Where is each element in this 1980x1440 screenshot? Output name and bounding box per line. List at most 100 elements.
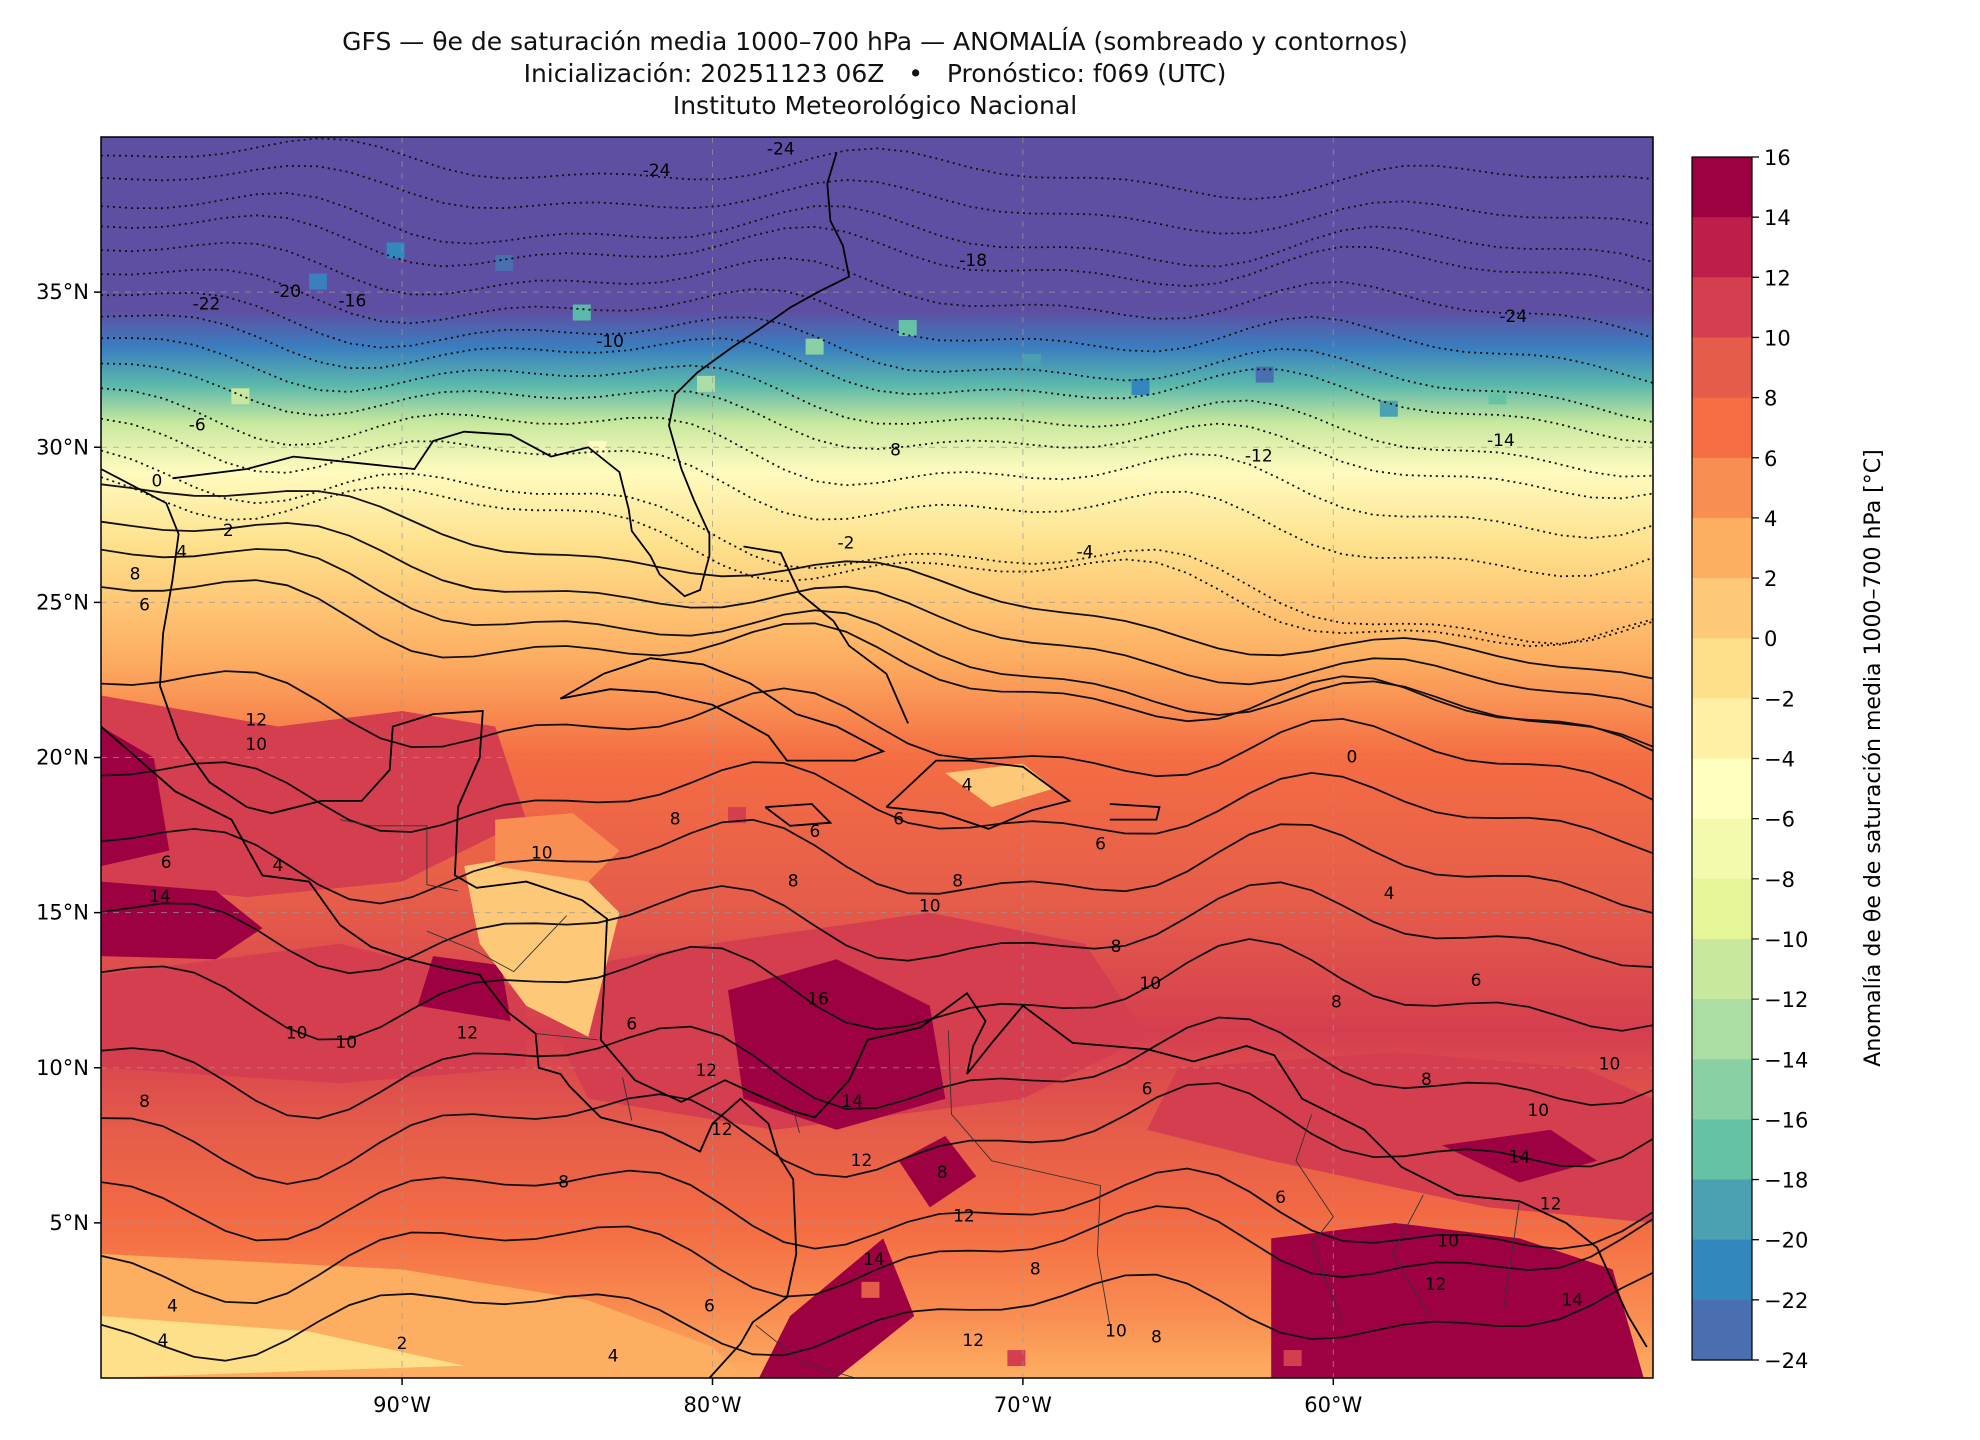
contour-label: 6 xyxy=(1095,834,1106,854)
coastline xyxy=(885,759,1072,830)
colorbar-block xyxy=(1692,578,1752,639)
shade-cell xyxy=(1022,354,1041,371)
shade-region xyxy=(1271,1222,1644,1378)
shade-region xyxy=(101,695,527,898)
colorbar-block xyxy=(1692,517,1752,579)
contour-label: 2 xyxy=(223,521,234,541)
shade-cell xyxy=(1283,1350,1302,1367)
title-line-3: Instituto Meteorológico Nacional xyxy=(672,91,1078,120)
contour-label: -22 xyxy=(193,295,221,315)
negative-contour xyxy=(101,337,1653,478)
contour-label: -24 xyxy=(1499,307,1527,327)
lon-tick-label: 70°W xyxy=(994,1393,1052,1417)
positive-contour xyxy=(101,1082,1653,1185)
negative-contour xyxy=(101,449,1653,645)
contour-label: 6 xyxy=(809,822,820,842)
contour-label: 12 xyxy=(1425,1275,1447,1295)
contour-label: 16 xyxy=(807,990,829,1010)
colorbar-tick-label: 0 xyxy=(1764,627,1777,651)
anomaly-hotspots xyxy=(231,242,1507,1367)
colorbar-tick-label: 14 xyxy=(1764,206,1791,230)
contour-label: -4 xyxy=(1077,543,1094,563)
contour-label: 8 xyxy=(1331,993,1342,1013)
contour-label: 4 xyxy=(608,1346,619,1366)
shade-cell xyxy=(1379,400,1398,417)
coastline xyxy=(559,657,886,762)
colorbar-tick-label: −12 xyxy=(1764,988,1808,1012)
colorbar: 16 14 12 10 8 6 4 2 0 −2 −4 −6 −8 −10 −12 −14 −16 −18 −20 −… xyxy=(1691,146,1886,1373)
shade-cell xyxy=(898,320,917,337)
contour-label: -6 xyxy=(189,416,206,436)
shade-cell xyxy=(572,304,591,321)
shade-region xyxy=(759,1238,915,1378)
contour-label: 0 xyxy=(1346,748,1357,768)
positive-contour xyxy=(101,1167,1653,1250)
contour-label: 4 xyxy=(962,775,973,795)
positive-contour xyxy=(101,579,1653,752)
lat-tick-label: 15°N xyxy=(36,901,89,925)
contour-label: 12 xyxy=(695,1061,717,1081)
shade-cell xyxy=(386,242,405,259)
lat-tick-label: 10°N xyxy=(36,1056,89,1080)
colorbar-tick-label: 6 xyxy=(1764,447,1777,471)
shade-cell xyxy=(495,254,514,271)
colorbar-tick-label: −18 xyxy=(1764,1169,1808,1193)
shade-region xyxy=(945,763,1054,808)
contour-label: 10 xyxy=(1527,1101,1549,1121)
negative-contour xyxy=(101,214,1653,292)
country-border xyxy=(1391,1194,1430,1317)
colorbar-tick-label: −16 xyxy=(1764,1108,1808,1132)
colorbar-ticks: 16 14 12 10 8 6 4 2 0 −2 −4 −6 −8 −10 −12 −14 −16 −18 −20 −… xyxy=(1752,146,1808,1373)
shade-region xyxy=(495,813,620,882)
contour-label: 12 xyxy=(456,1024,478,1044)
shade-region xyxy=(417,956,511,1022)
contour-label: 6 xyxy=(1142,1080,1153,1100)
contour-label: 12 xyxy=(245,710,267,730)
lat-tick-label: 25°N xyxy=(36,590,89,614)
shade-region xyxy=(101,881,263,960)
contour-label: 8 xyxy=(1030,1259,1041,1279)
coastline xyxy=(1109,803,1161,821)
colorbar-block xyxy=(1692,1239,1752,1301)
contour-label: 4 xyxy=(176,543,187,563)
lat-tick-label: 5°N xyxy=(49,1211,89,1235)
shade-cell xyxy=(728,807,747,824)
colorbar-tick-label: −22 xyxy=(1764,1289,1808,1313)
colorbar-tick-label: −8 xyxy=(1764,868,1795,892)
shade-region xyxy=(101,1316,465,1378)
colorbar-tick-label: 8 xyxy=(1764,387,1777,411)
contour-label: 12 xyxy=(962,1331,984,1351)
contour-label: 8 xyxy=(890,440,901,460)
coastline xyxy=(101,725,798,1378)
contour-label: 8 xyxy=(952,872,963,892)
contour-label: 2 xyxy=(397,1334,408,1354)
contour-label: 8 xyxy=(1421,1070,1432,1090)
positive-contour xyxy=(101,881,1653,975)
colorbar-tick-label: −14 xyxy=(1764,1048,1808,1072)
contour-label: 12 xyxy=(1540,1194,1562,1214)
colorbar-block xyxy=(1692,698,1752,760)
colorbar-block xyxy=(1692,277,1752,338)
contour-label: 6 xyxy=(626,1014,637,1034)
title-line-2: Inicialización: 20251123 06Z • Pronóstic… xyxy=(523,59,1227,88)
shade-cell xyxy=(1255,366,1274,383)
contour-label: 10 xyxy=(919,896,941,916)
shade-cell xyxy=(1131,378,1150,395)
colorbar-blocks xyxy=(1692,157,1752,1361)
shade-cell xyxy=(308,273,327,290)
contour-label: 4 xyxy=(158,1331,169,1351)
negative-contour xyxy=(101,192,1653,268)
contour-label: 10 xyxy=(1139,974,1161,994)
colorbar-block xyxy=(1692,999,1752,1060)
contour-label: 10 xyxy=(335,1033,357,1053)
coastlines xyxy=(101,152,1648,1378)
coastline xyxy=(172,152,851,598)
shade-cell xyxy=(1007,1350,1026,1367)
country-border xyxy=(622,1077,633,1121)
contour-label: 8 xyxy=(788,872,799,892)
colorbar-block xyxy=(1692,397,1752,459)
contour-label: 8 xyxy=(558,1173,569,1193)
shade-region xyxy=(464,850,620,1037)
contour-label: 10 xyxy=(286,1024,308,1044)
